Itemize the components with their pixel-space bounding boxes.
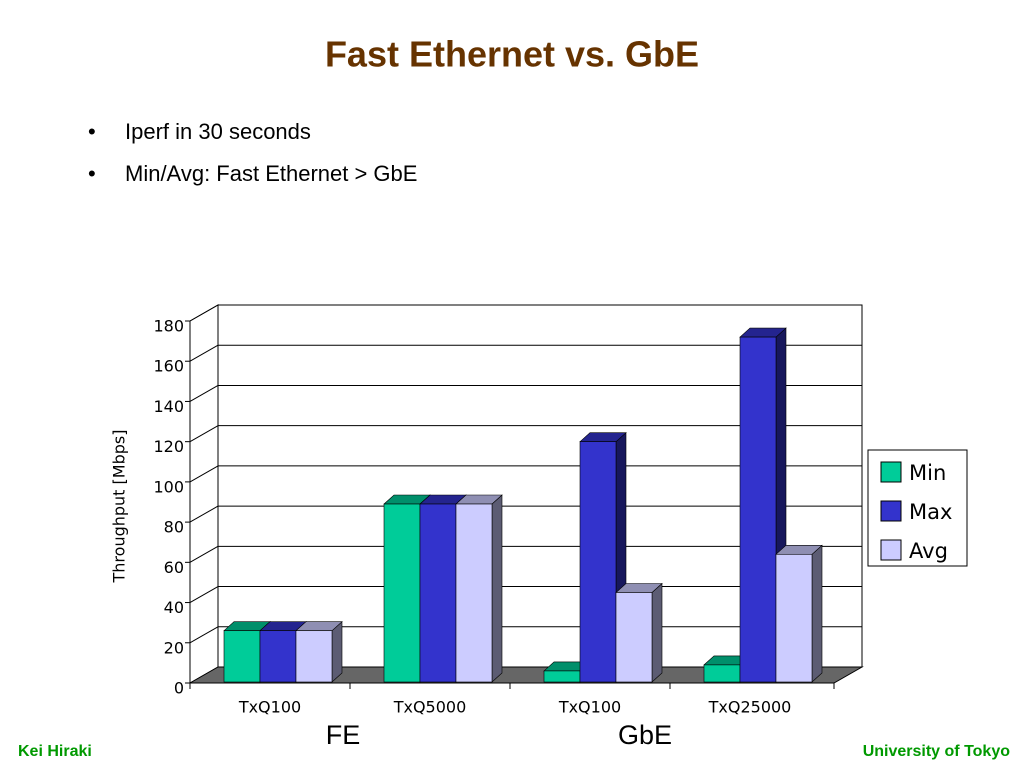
grid-line [189, 465, 219, 483]
bar-side [651, 582, 663, 683]
bar [739, 336, 777, 683]
bar [775, 553, 813, 683]
y-tick-label: 20 [164, 638, 184, 657]
y-tick-label: 180 [153, 317, 184, 336]
grid-line [189, 344, 219, 362]
legend-swatch [880, 500, 902, 522]
group-label: FE [326, 720, 361, 750]
legend-swatch [880, 539, 902, 561]
bar-side [491, 494, 503, 683]
grid-line [189, 505, 219, 523]
bar [259, 630, 297, 683]
x-tick-label: TxQ100 [238, 698, 301, 717]
bar [543, 670, 581, 683]
bar-side [331, 621, 343, 683]
bar [455, 503, 493, 683]
y-tick-label: 140 [153, 397, 184, 416]
grid-line [189, 545, 219, 563]
y-tick-label: 120 [153, 437, 184, 456]
bullet-dot: • [88, 161, 96, 186]
y-tick-label: 40 [164, 598, 184, 617]
group-label: GbE [618, 720, 672, 750]
slide-title: Fast Ethernet vs. GbE [325, 34, 699, 75]
footer-left: Kei Hiraki [18, 743, 92, 760]
x-tick-label: TxQ100 [558, 698, 621, 717]
y-tick-label: 100 [153, 477, 184, 496]
bar [295, 630, 333, 683]
bullet-dot: • [88, 119, 96, 144]
bar [419, 503, 457, 683]
grid-line [189, 626, 219, 644]
grid-line [189, 586, 219, 603]
bar-side [811, 544, 823, 683]
legend-label: Min [909, 461, 946, 485]
bar [579, 441, 617, 683]
y-tick-label: 160 [153, 357, 184, 376]
grid-line [189, 385, 219, 402]
y-tick-label: 80 [164, 518, 184, 537]
y-tick-label: 0 [174, 679, 184, 698]
x-tick-label: TxQ5000 [393, 698, 467, 717]
footer-right: University of Tokyo [863, 743, 1011, 760]
bar [383, 503, 421, 683]
legend-swatch [880, 461, 902, 483]
bar [703, 664, 741, 683]
y-axis-label: Throughput [Mbps] [110, 430, 129, 584]
bar [615, 592, 653, 683]
y-tick-label: 60 [164, 558, 184, 577]
legend-label: Max [909, 500, 952, 524]
bullet: Min/Avg: Fast Ethernet > GbE [125, 161, 417, 186]
bar [223, 630, 261, 683]
x-tick-label: TxQ25000 [708, 698, 792, 717]
grid-line [189, 425, 219, 443]
legend-label: Avg [909, 539, 948, 563]
bullet: Iperf in 30 seconds [125, 119, 311, 144]
side-wall [189, 304, 219, 684]
grid-line [189, 304, 219, 322]
